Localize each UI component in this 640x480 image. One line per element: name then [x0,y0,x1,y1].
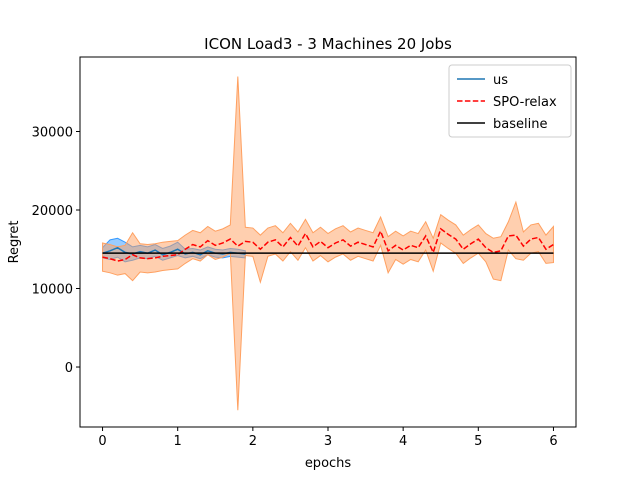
x-tick-label: 4 [399,434,407,449]
series-line [102,227,554,262]
y-tick-label: 30000 [32,126,73,141]
y-axis-label: Regret [7,221,22,264]
x-tick-label: 0 [98,434,106,449]
y-tick-label: 20000 [32,204,73,219]
x-tick-label: 1 [174,434,182,449]
y-tick-label: 0 [65,361,73,376]
y-tick-label: 10000 [32,283,73,298]
x-tick-label: 6 [549,434,557,449]
confidence-band [102,76,554,411]
legend-label: us [493,73,508,88]
legend-box [448,64,572,138]
x-tick-label: 2 [249,434,257,449]
plot-frame [79,56,577,428]
legend-label: SPO-relax [493,95,557,110]
x-tick-label: 3 [324,434,332,449]
x-axis-label: epochs [305,456,352,471]
legend-label: baseline [493,117,547,132]
x-tick-label: 5 [474,434,482,449]
chart-title: ICON Load3 - 3 Machines 20 Jobs [204,35,452,53]
